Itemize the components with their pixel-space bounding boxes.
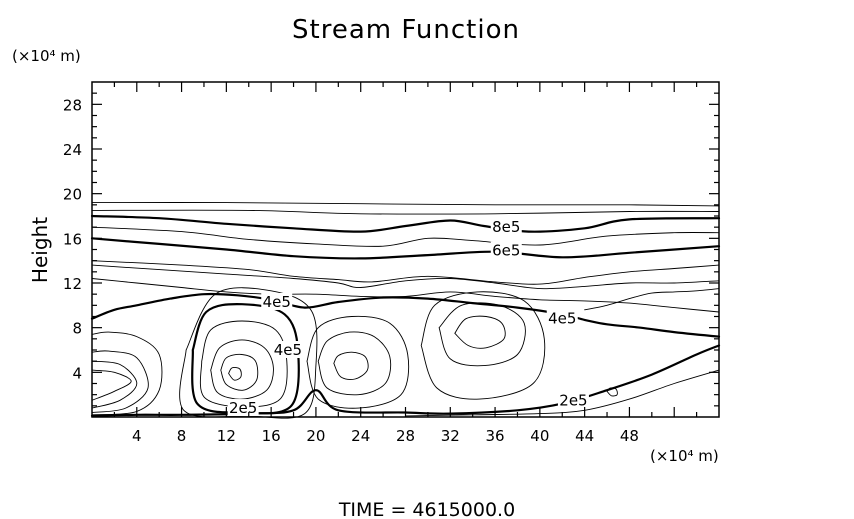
contour-label-bg-0 — [490, 218, 522, 236]
time-label: TIME = 4615000.0 — [338, 499, 515, 519]
contour-line-2e5-25 — [90, 344, 721, 417]
contour-label-bg-5 — [227, 399, 259, 417]
contour-line-6e5-4 — [90, 237, 721, 260]
contour-line-thin-16 — [199, 320, 288, 408]
contour-line-thin-1 — [91, 209, 720, 215]
contour-line-thin-23 — [420, 291, 546, 400]
contour-label-3: 4e5 — [274, 341, 302, 359]
x-tick-label-24: 24 — [351, 427, 370, 445]
contour-label-5: 2e5 — [229, 399, 257, 417]
contour-line-thin-5 — [91, 260, 720, 285]
x-tick-label-36: 36 — [486, 427, 505, 445]
contour-line-thin-0 — [91, 202, 720, 207]
contour-line-thin-10 — [91, 360, 138, 409]
plot-frame — [91, 81, 720, 418]
contour-line-8e5-2 — [90, 214, 721, 233]
x-tick-label-40: 40 — [530, 427, 549, 445]
x-tick-label-32: 32 — [441, 427, 460, 445]
contour-label-bg-6 — [557, 391, 589, 409]
contour-line-thin-13 — [228, 367, 242, 381]
y-tick-label-16: 16 — [63, 230, 82, 248]
contour-lines-group — [90, 202, 721, 419]
x-tick-label-4: 4 — [132, 427, 142, 445]
contour-label-bg-4 — [546, 309, 578, 327]
contour-line-thin-19 — [317, 331, 392, 396]
x-tick-label-28: 28 — [396, 427, 415, 445]
axis-ticks-group — [92, 82, 719, 417]
x-tick-label-20: 20 — [306, 427, 325, 445]
contour-label-4: 4e5 — [548, 310, 576, 328]
contour-line-thin-15 — [210, 339, 274, 400]
x-tick-label-16: 16 — [262, 427, 281, 445]
y-tick-label-20: 20 — [63, 186, 82, 204]
contour-label-bg-1 — [490, 241, 522, 259]
x-axis-unit-label: (×10⁴ m) — [650, 447, 719, 465]
contour-line-thin-9 — [91, 369, 132, 401]
chart-title: Stream Function — [292, 15, 520, 45]
contour-line-thin-18 — [333, 351, 369, 380]
x-tick-label-8: 8 — [177, 427, 187, 445]
contour-line-4e5-7 — [90, 292, 721, 338]
contour-line-thin-6 — [91, 264, 720, 290]
contour-label-1: 6e5 — [492, 242, 520, 260]
contour-line-thin-12 — [91, 331, 163, 416]
y-axis-title: Height — [28, 217, 52, 283]
contour-line-thin-3 — [91, 226, 720, 247]
contour-line-thin-11 — [91, 350, 149, 413]
contour-label-2: 4e5 — [263, 293, 291, 311]
y-tick-label-28: 28 — [63, 96, 82, 114]
contour-label-bg-2 — [261, 292, 293, 310]
y-axis-unit-label: (×10⁴ m) — [12, 47, 81, 65]
x-tick-label-12: 12 — [217, 427, 236, 445]
x-tick-label-44: 44 — [575, 427, 594, 445]
contour-label-6: 2e5 — [559, 391, 587, 409]
contour-line-thin-21 — [454, 315, 506, 349]
contour-line-thin-14 — [220, 353, 259, 391]
contour-label-0: 8e5 — [492, 218, 520, 236]
y-tick-label-12: 12 — [63, 275, 82, 293]
contour-line-thin-22 — [438, 302, 526, 367]
x-tick-label-48: 48 — [620, 427, 639, 445]
contour-line-thin-27 — [606, 387, 618, 397]
y-tick-label-4: 4 — [72, 364, 82, 382]
y-tick-label-8: 8 — [72, 320, 82, 338]
contour-label-bg-3 — [272, 341, 304, 358]
y-tick-label-24: 24 — [63, 141, 82, 159]
contour-labels-group: 8e5 6e5 4e5 4e5 4e5 2e5 2e5 — [227, 218, 589, 417]
contour-line-thin-28 — [584, 288, 720, 311]
